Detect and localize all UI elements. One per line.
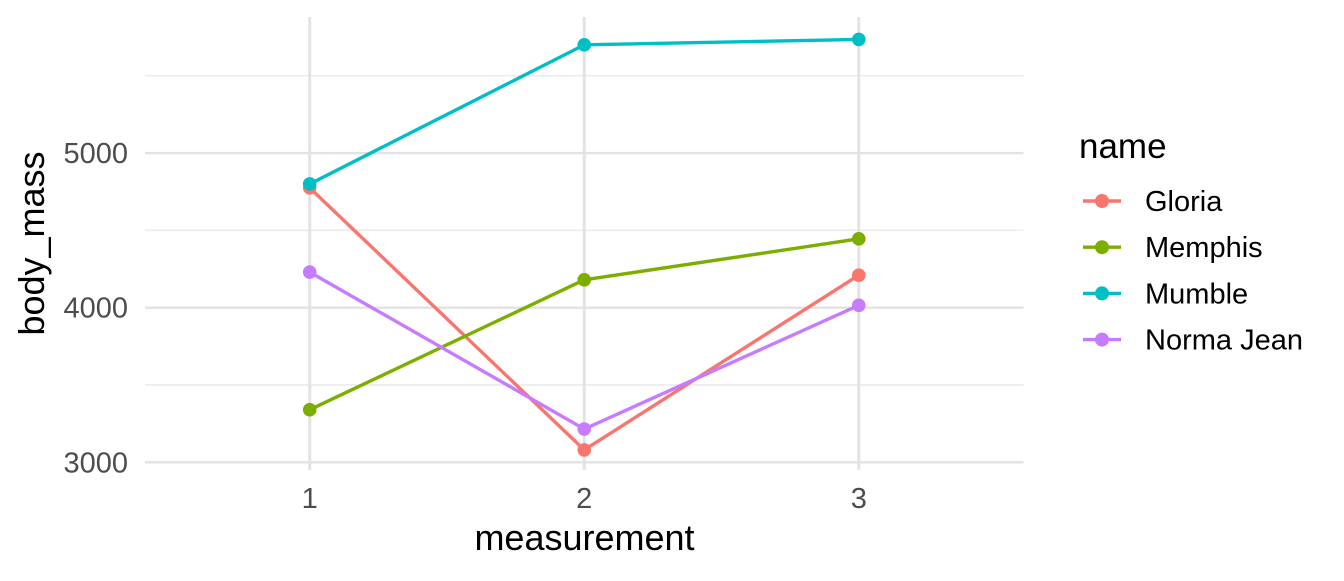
x-tick-label-3: 3 xyxy=(851,483,867,515)
legend-entries: Gloria Memphis Mumble Norma Jean xyxy=(1083,186,1303,357)
series-points xyxy=(302,32,866,457)
point-memphis-3 xyxy=(851,232,866,246)
legend-key-point-mumble xyxy=(1095,286,1109,301)
legend-entry-label-norma-jean: Norma Jean xyxy=(1145,325,1303,357)
legend-key-point-norma-jean xyxy=(1095,332,1109,347)
legend-entry-label-gloria: Gloria xyxy=(1145,186,1223,218)
point-mumble-1 xyxy=(302,177,317,191)
legend-entry-label-mumble: Mumble xyxy=(1145,278,1248,310)
point-gloria-3 xyxy=(851,268,866,282)
legend-entry-gloria: Gloria xyxy=(1083,186,1223,218)
point-norma-jean-2 xyxy=(577,422,592,436)
legend-entry-label-memphis: Memphis xyxy=(1145,232,1263,264)
legend-entry-mumble: Mumble xyxy=(1083,278,1248,310)
legend-key-point-memphis xyxy=(1095,240,1109,255)
y-tick-label-3000: 3000 xyxy=(63,447,128,479)
y-axis-title: body_mass xyxy=(11,151,52,335)
point-gloria-2 xyxy=(577,443,592,457)
x-axis-tick-labels: 1 2 3 xyxy=(302,483,867,515)
point-memphis-1 xyxy=(302,402,317,417)
y-tick-label-4000: 4000 xyxy=(63,293,128,325)
point-mumble-3 xyxy=(851,32,866,47)
legend-title: name xyxy=(1079,127,1167,166)
point-memphis-2 xyxy=(577,273,592,287)
legend-entry-norma-jean: Norma Jean xyxy=(1083,325,1303,357)
point-norma-jean-1 xyxy=(302,265,317,279)
x-axis-title: measurement xyxy=(474,517,694,558)
x-tick-label-1: 1 xyxy=(302,483,318,515)
legend-entry-memphis: Memphis xyxy=(1083,232,1263,264)
y-tick-label-5000: 5000 xyxy=(63,138,128,170)
point-norma-jean-3 xyxy=(851,298,866,313)
point-mumble-2 xyxy=(577,38,592,52)
y-axis-tick-labels: 3000 4000 5000 xyxy=(63,138,128,479)
x-tick-label-2: 2 xyxy=(576,483,592,515)
legend-key-point-gloria xyxy=(1095,194,1109,208)
gridlines-major xyxy=(145,17,1024,470)
